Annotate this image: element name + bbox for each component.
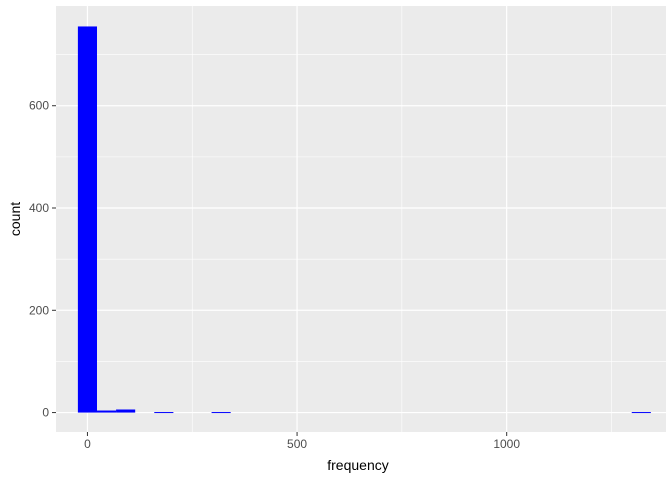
y-tick-label: 600 [29,99,49,113]
histogram-bar [211,412,231,414]
histogram-bar [97,410,117,413]
y-axis-title: count [7,202,23,236]
x-axis-title: frequency [327,457,388,473]
minor-gridlines [56,6,666,432]
y-tick-label: 400 [29,201,49,215]
x-axis-ticks: 0 500 1000 [84,432,520,451]
histogram-bar [116,409,136,413]
histogram-bars [77,26,651,414]
histogram-bar [77,26,98,413]
y-tick-label: 200 [29,303,49,317]
x-tick-label: 0 [84,437,91,451]
x-tick-label: 1000 [493,437,520,451]
histogram-bar [154,412,174,414]
y-axis-ticks: 0 200 400 600 [29,99,56,420]
y-tick-label: 0 [42,406,49,420]
x-tick-label: 500 [287,437,307,451]
plot-panel [56,6,666,432]
histogram-bar [631,412,651,414]
